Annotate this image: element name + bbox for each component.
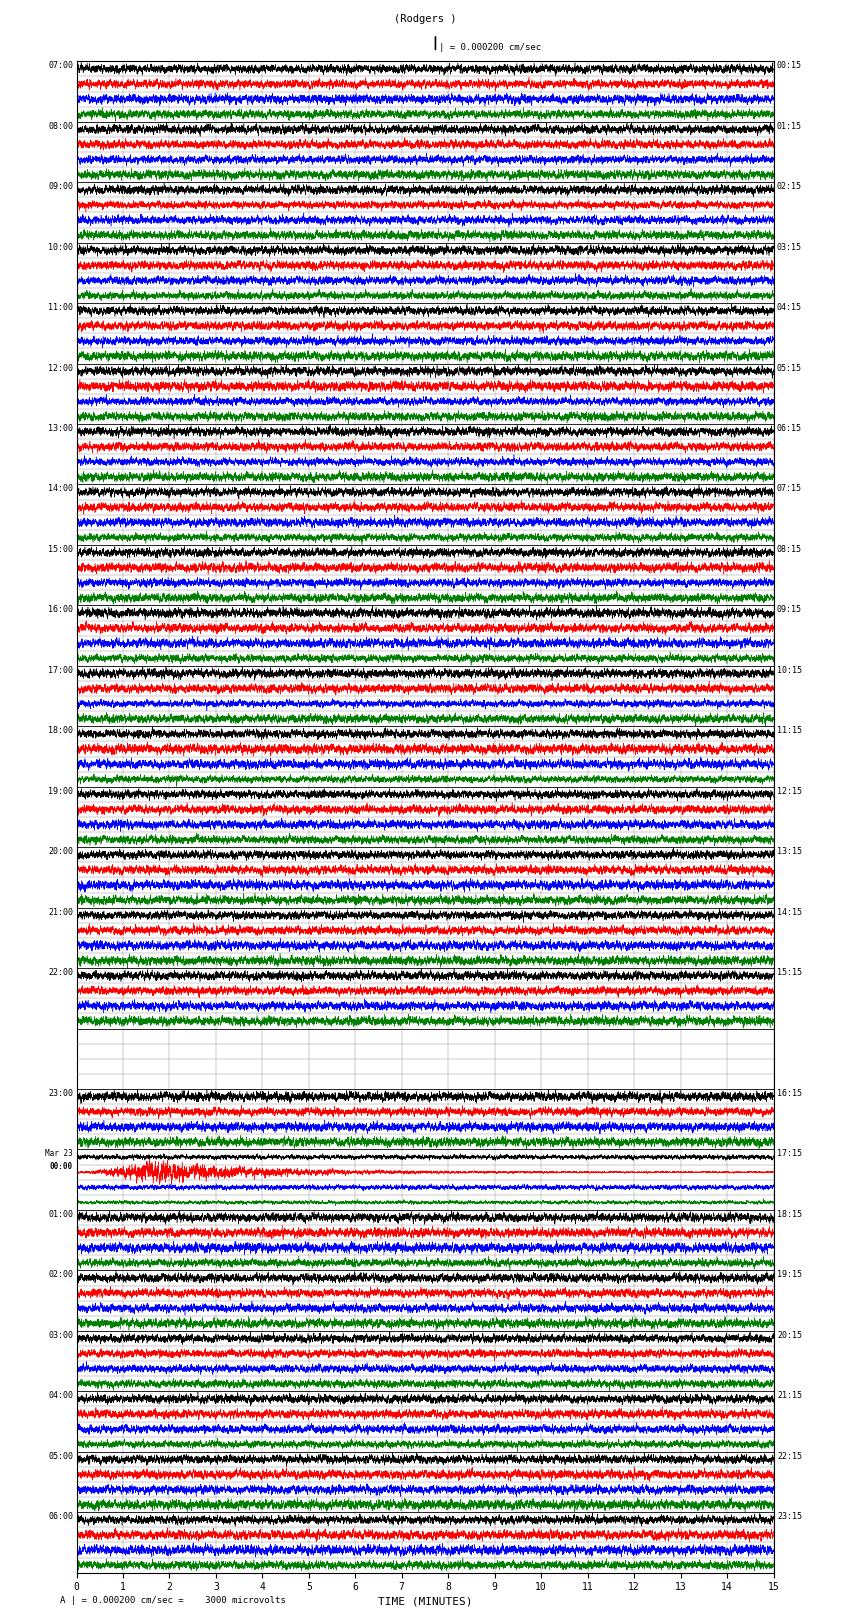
Text: 13:00: 13:00 xyxy=(48,424,73,432)
Text: 10:00: 10:00 xyxy=(48,242,73,252)
Text: 15:15: 15:15 xyxy=(777,968,802,977)
Text: 22:15: 22:15 xyxy=(777,1452,802,1461)
Text: 07:15: 07:15 xyxy=(777,484,802,494)
Text: Mar 23: Mar 23 xyxy=(45,1150,73,1158)
Text: (Rodgers ): (Rodgers ) xyxy=(394,13,456,24)
Text: 03:00: 03:00 xyxy=(48,1331,73,1340)
Text: 16:15: 16:15 xyxy=(777,1089,802,1098)
Text: 16:00: 16:00 xyxy=(48,605,73,615)
Text: 05:00: 05:00 xyxy=(48,1452,73,1461)
Text: 23:15: 23:15 xyxy=(777,1513,802,1521)
Text: 01:15: 01:15 xyxy=(777,121,802,131)
Text: 04:00: 04:00 xyxy=(48,1392,73,1400)
Text: 18:15: 18:15 xyxy=(777,1210,802,1219)
Text: | = 0.000200 cm/sec: | = 0.000200 cm/sec xyxy=(439,44,541,52)
Text: 21:00: 21:00 xyxy=(48,908,73,916)
Text: 03:15: 03:15 xyxy=(777,242,802,252)
Text: 08:00: 08:00 xyxy=(48,121,73,131)
Text: 14:00: 14:00 xyxy=(48,484,73,494)
Text: 11:00: 11:00 xyxy=(48,303,73,311)
Text: 13:15: 13:15 xyxy=(777,847,802,857)
Text: 18:00: 18:00 xyxy=(48,726,73,736)
Text: 20:00: 20:00 xyxy=(48,847,73,857)
Text: 06:00: 06:00 xyxy=(48,1513,73,1521)
Text: 21:15: 21:15 xyxy=(777,1392,802,1400)
Text: A | = 0.000200 cm/sec =    3000 microvolts: A | = 0.000200 cm/sec = 3000 microvolts xyxy=(60,1595,286,1605)
Text: 00:00: 00:00 xyxy=(50,1161,73,1171)
Text: 09:00: 09:00 xyxy=(48,182,73,192)
Text: 12:15: 12:15 xyxy=(777,787,802,795)
Text: 06:15: 06:15 xyxy=(777,424,802,432)
Text: 10:15: 10:15 xyxy=(777,666,802,674)
Text: 22:00: 22:00 xyxy=(48,968,73,977)
Text: 20:15: 20:15 xyxy=(777,1331,802,1340)
Text: 01:00: 01:00 xyxy=(48,1210,73,1219)
Text: 23:00: 23:00 xyxy=(48,1089,73,1098)
Text: 15:00: 15:00 xyxy=(48,545,73,553)
Text: 19:15: 19:15 xyxy=(777,1271,802,1279)
Text: 12:00: 12:00 xyxy=(48,363,73,373)
Text: 02:15: 02:15 xyxy=(777,182,802,192)
Text: 00:15: 00:15 xyxy=(777,61,802,71)
Text: 05:15: 05:15 xyxy=(777,363,802,373)
Text: 04:15: 04:15 xyxy=(777,303,802,311)
Text: 17:15: 17:15 xyxy=(777,1150,802,1158)
Text: 11:15: 11:15 xyxy=(777,726,802,736)
Text: 07:00: 07:00 xyxy=(48,61,73,71)
Text: 09:15: 09:15 xyxy=(777,605,802,615)
X-axis label: TIME (MINUTES): TIME (MINUTES) xyxy=(377,1597,473,1607)
Text: 19:00: 19:00 xyxy=(48,787,73,795)
Text: 17:00: 17:00 xyxy=(48,666,73,674)
Text: 08:15: 08:15 xyxy=(777,545,802,553)
Text: 14:15: 14:15 xyxy=(777,908,802,916)
Text: 02:00: 02:00 xyxy=(48,1271,73,1279)
